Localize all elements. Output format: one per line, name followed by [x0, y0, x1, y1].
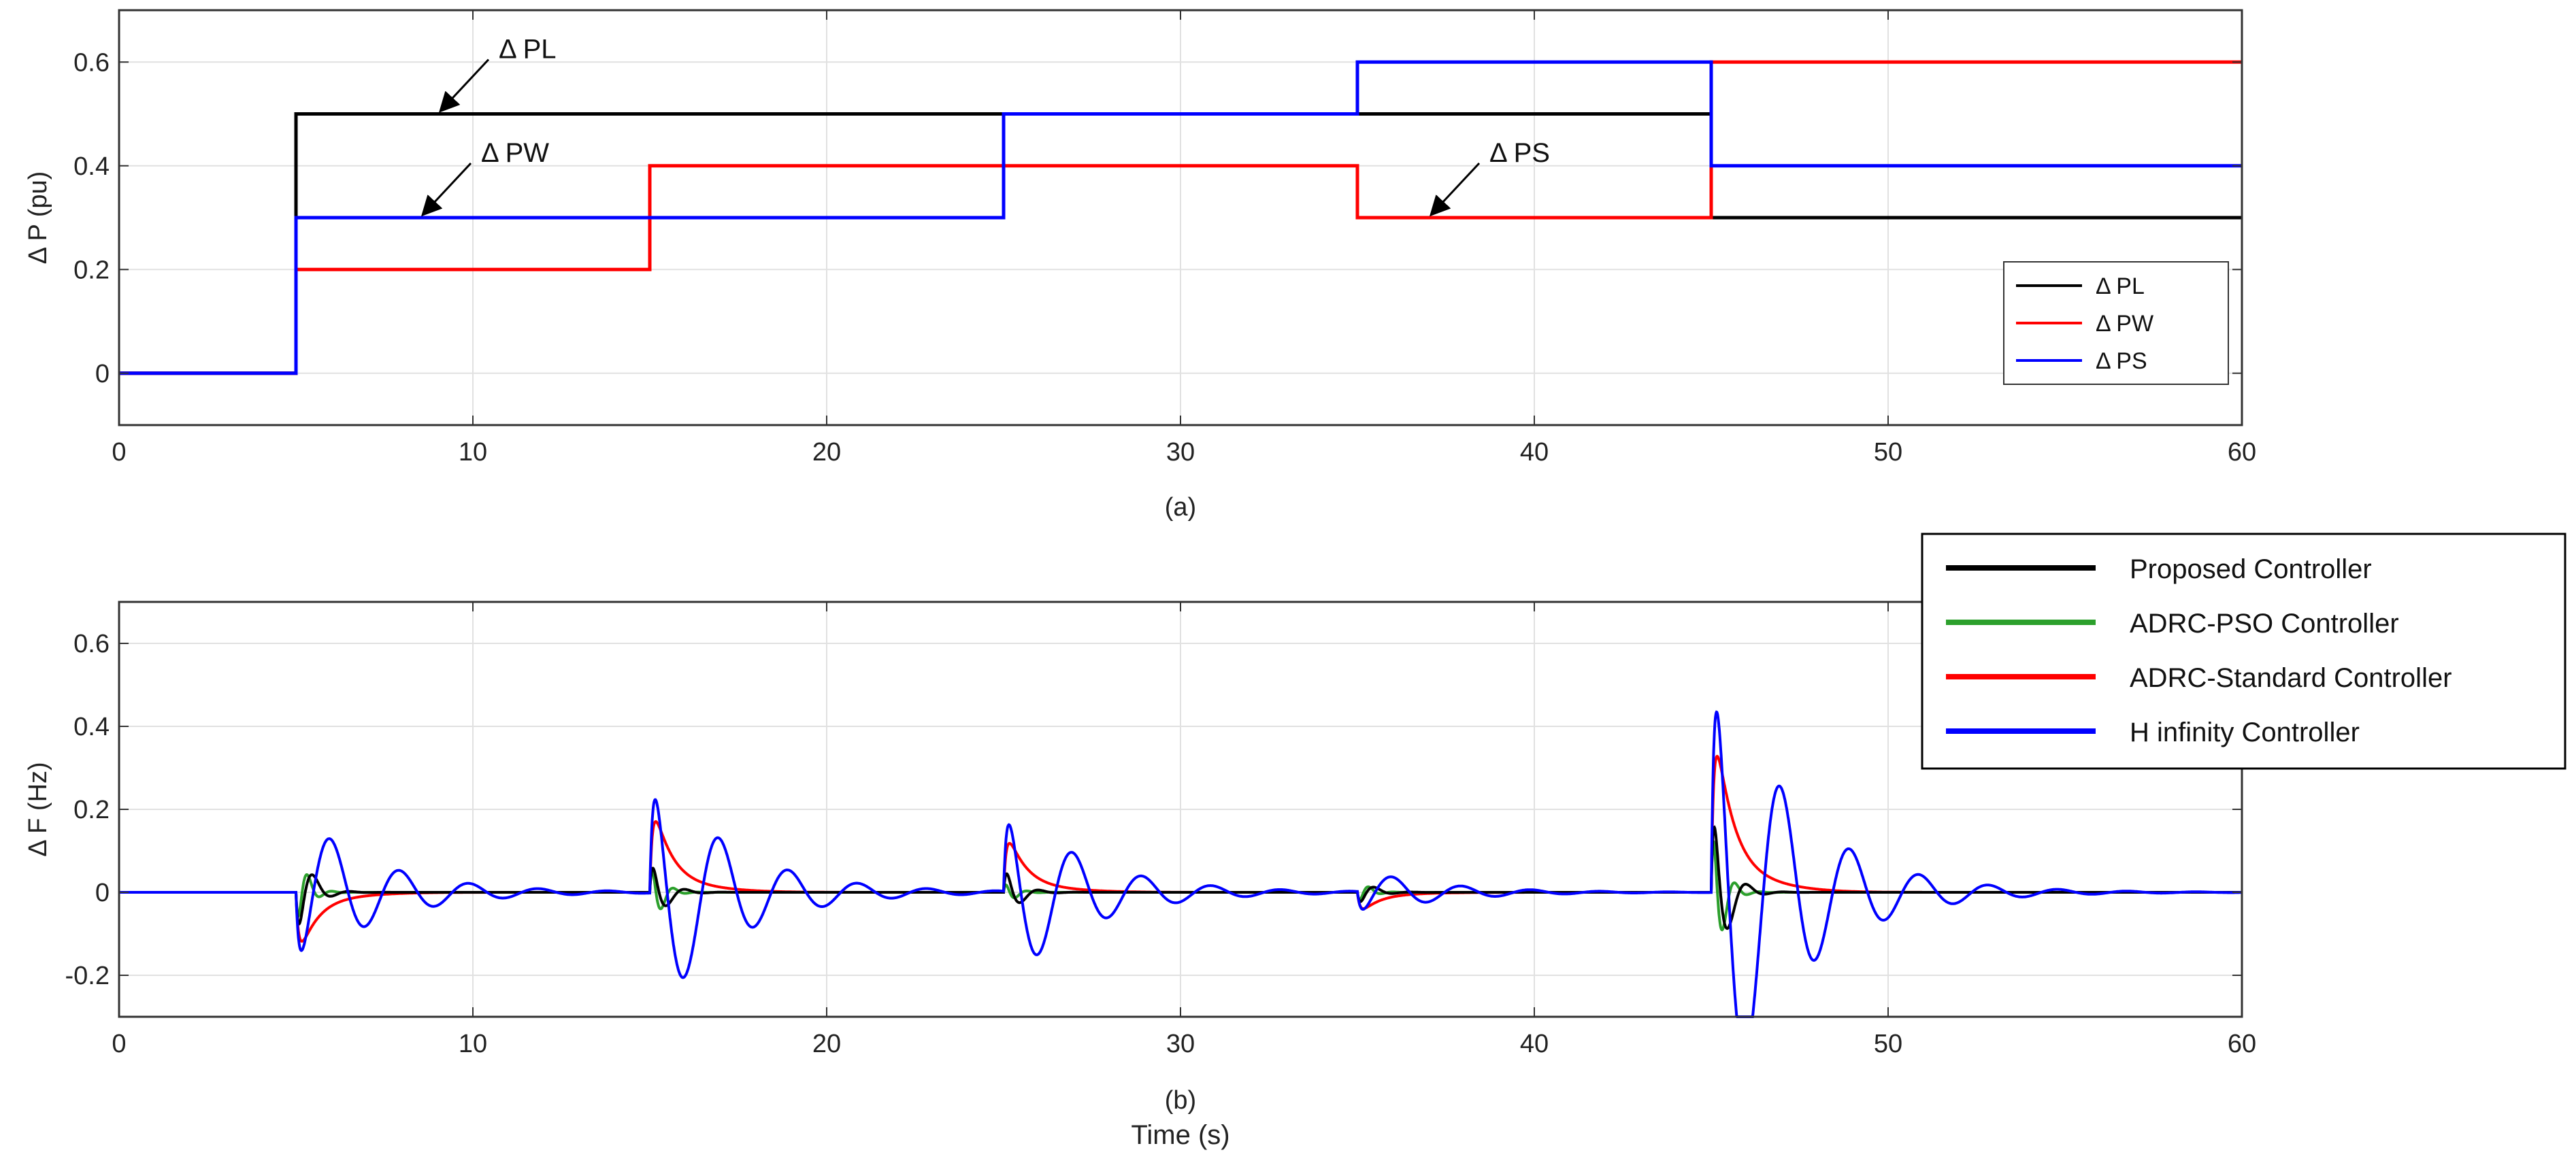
series-line-b-0	[119, 825, 2242, 930]
annotation-arrow	[438, 58, 490, 113]
legend-label: Δ PW	[2096, 311, 2153, 337]
legend-label: Proposed Controller	[2130, 554, 2372, 584]
tick-label-x: 10	[459, 1030, 487, 1058]
tick-label-y: 0.6	[73, 630, 110, 658]
series-line-a-2	[119, 60, 2242, 375]
tick-label-x: 40	[1520, 438, 1549, 467]
legend-a: Δ PL Δ PW Δ PS	[2003, 261, 2229, 385]
legend-b: Proposed Controller ADRC-PSO Controller AD…	[1921, 533, 2566, 770]
annotation-arrow	[1429, 162, 1481, 217]
tick-label-x: 60	[2228, 1030, 2256, 1058]
tick-label-y: 0	[95, 879, 110, 907]
caption-a: (a)	[1165, 493, 1196, 522]
xlabel-b: Time (s)	[1131, 1120, 1229, 1150]
caption-b: (b)	[1165, 1086, 1196, 1115]
tick-label-x: 30	[1166, 438, 1195, 467]
ylabel-b: Δ F (Hz)	[24, 762, 52, 856]
annotation-label: Δ PS	[1489, 138, 1550, 168]
tick-label-x: 30	[1166, 1030, 1195, 1058]
tick-label-y: 0	[95, 360, 110, 388]
tick-label-y: 0.2	[73, 256, 110, 284]
tick-label-y: 0.6	[73, 48, 110, 77]
tick-label-y: 0.2	[73, 796, 110, 824]
annotation-label: Δ PL	[499, 35, 557, 65]
tick-label-x: 20	[812, 438, 841, 467]
tick-label-x: 50	[1874, 1030, 1902, 1058]
annotation-arrow	[420, 162, 472, 217]
legend-label: Δ PS	[2096, 348, 2147, 374]
tick-label-x: 10	[459, 438, 487, 467]
legend-label: ADRC-Standard Controller	[2130, 663, 2452, 693]
legend-label: H infinity Controller	[2130, 718, 2360, 747]
tick-label-x: 0	[112, 438, 126, 467]
tick-label-x: 0	[112, 1030, 126, 1058]
tick-label-y: 0.4	[73, 152, 110, 181]
tick-label-y: -0.2	[65, 962, 110, 990]
tick-label-y: 0.4	[73, 713, 110, 741]
tick-label-x: 40	[1520, 1030, 1549, 1058]
panel-b-frequency-deviation: 0 10 20 30 40 50 60 -0.2 0 0.2 0.4 0.6 Δ F (Hz) (b)…	[24, 601, 2256, 1150]
tick-label-x: 20	[812, 1030, 841, 1058]
ylabel-a: Δ P (pu)	[24, 171, 52, 265]
annotation-label: Δ PW	[481, 138, 549, 168]
tick-label-x: 60	[2228, 438, 2256, 467]
series-line-b-3	[119, 710, 2242, 1018]
panel-a-power-deviation: 0 10 20 30 40 50 60 0 0.2 0.4 0.6 Δ PL Δ PW Δ PS Δ P…	[24, 9, 2256, 522]
legend-label: Δ PL	[2096, 273, 2145, 299]
tick-label-x: 50	[1874, 438, 1902, 467]
legend-label: ADRC-PSO Controller	[2130, 609, 2399, 639]
